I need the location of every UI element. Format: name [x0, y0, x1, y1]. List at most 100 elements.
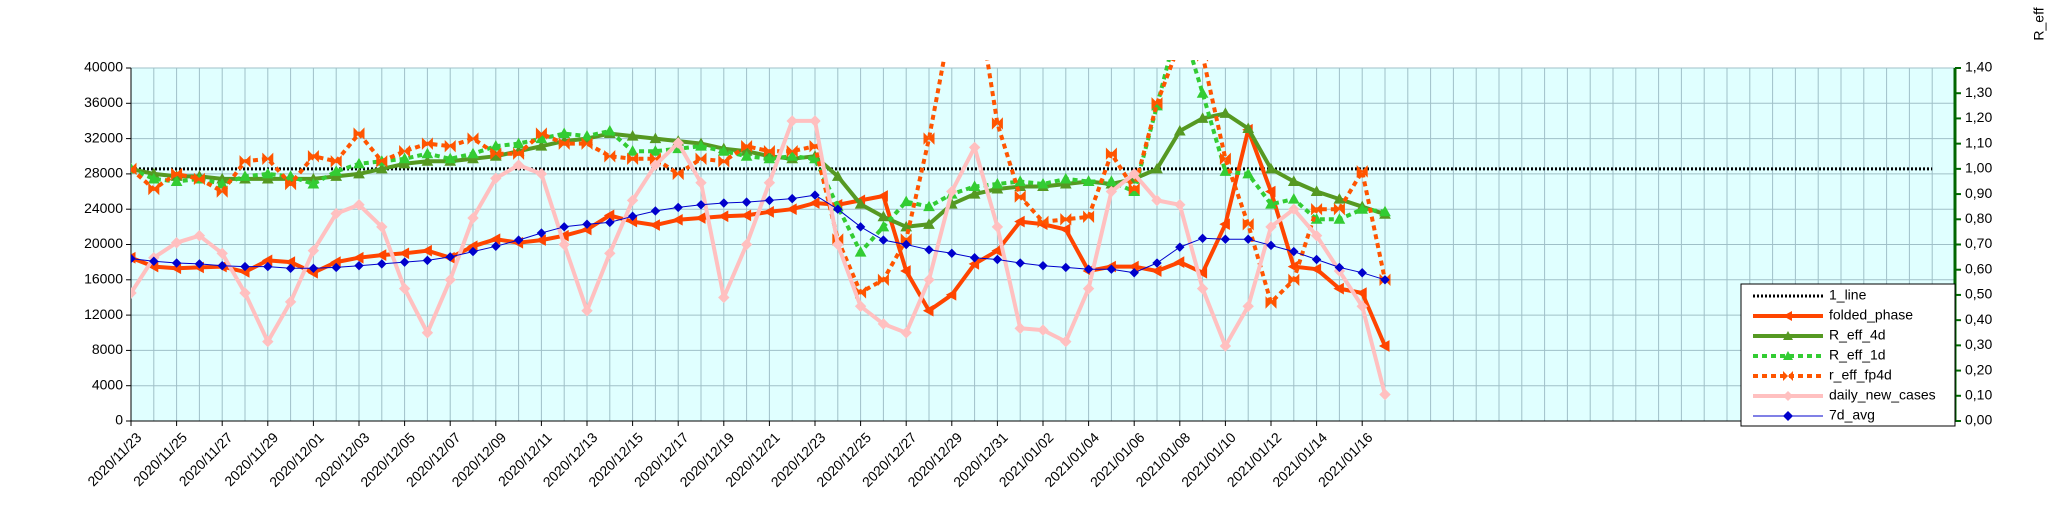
data-point — [399, 145, 411, 158]
data-point — [809, 152, 821, 164]
data-point — [582, 219, 592, 229]
legend-label: R_eff_4d — [1829, 327, 1886, 343]
data-point — [1059, 177, 1072, 189]
data-point — [786, 203, 797, 216]
data-point — [877, 210, 890, 222]
data-point — [558, 127, 571, 139]
data-point — [1174, 199, 1186, 211]
data-point — [740, 150, 753, 161]
data-point — [877, 273, 889, 287]
data-point — [1379, 388, 1391, 401]
data-point — [353, 127, 365, 140]
data-point — [216, 247, 228, 260]
data-point — [490, 172, 502, 185]
data-point — [1197, 60, 1209, 62]
data-point — [1288, 203, 1300, 215]
data-point — [604, 247, 616, 260]
y2-tick-label: 1,40 — [1965, 59, 1992, 75]
data-point — [398, 157, 411, 169]
data-point — [535, 140, 548, 151]
data-point — [1105, 185, 1118, 198]
data-point — [131, 253, 136, 264]
data-point — [649, 219, 660, 231]
data-point — [284, 296, 297, 308]
data-point — [855, 222, 866, 232]
data-point — [695, 140, 707, 151]
data-point — [1150, 265, 1162, 277]
data-point — [307, 150, 319, 163]
data-point — [923, 274, 935, 286]
data-point — [1264, 185, 1276, 198]
y2-tick-label: 1,20 — [1965, 109, 1992, 125]
data-point — [377, 259, 387, 269]
data-point — [421, 244, 432, 257]
data-point — [444, 274, 456, 286]
data-point — [1014, 175, 1027, 186]
data-point — [740, 238, 753, 251]
data-point — [1333, 213, 1346, 224]
data-point — [786, 150, 799, 161]
data-point — [1266, 240, 1276, 251]
data-point — [1380, 275, 1390, 285]
data-point — [398, 152, 411, 164]
data-point — [603, 125, 616, 136]
y2-tick-label: 0,10 — [1965, 386, 1992, 402]
data-point — [375, 249, 387, 261]
y-tick-label: 12000 — [84, 306, 123, 322]
data-point — [1037, 215, 1049, 229]
data-point — [1311, 202, 1323, 216]
data-point — [1060, 335, 1072, 348]
data-point — [854, 300, 867, 312]
data-point — [650, 206, 661, 216]
data-point — [1219, 152, 1231, 165]
data-point — [1196, 266, 1208, 279]
data-point — [489, 140, 502, 151]
data-point — [330, 207, 342, 220]
data-point — [718, 291, 730, 304]
y2-tick-label: 0,30 — [1965, 336, 1992, 352]
data-point — [1105, 175, 1118, 186]
data-point — [717, 145, 730, 156]
data-point — [467, 152, 479, 164]
data-point — [672, 167, 684, 181]
data-point — [1287, 193, 1300, 204]
data-point — [171, 258, 182, 268]
y-tick-label: 20000 — [84, 235, 123, 251]
data-point — [969, 253, 980, 263]
data-point — [536, 228, 547, 238]
data-point — [695, 152, 707, 165]
data-point — [307, 244, 320, 257]
data-point — [1128, 182, 1140, 196]
data-point — [193, 172, 205, 186]
data-point — [1015, 258, 1025, 268]
data-point — [307, 177, 320, 189]
data-point — [353, 157, 365, 169]
data-point — [376, 221, 388, 233]
y-tick-label: 24000 — [84, 200, 123, 216]
data-point — [354, 260, 364, 271]
data-point — [535, 127, 547, 140]
y2-tick-label: 1,30 — [1965, 84, 1992, 100]
y2-tick-label: 1,10 — [1965, 134, 1992, 150]
data-point — [512, 137, 525, 149]
y2-tick-label: 0,70 — [1965, 235, 1992, 251]
data-point — [1219, 107, 1232, 118]
data-point — [808, 197, 820, 209]
data-point — [1265, 198, 1277, 209]
data-point — [1334, 262, 1345, 273]
data-point — [741, 139, 753, 153]
data-point — [467, 132, 479, 145]
data-point — [991, 182, 1004, 194]
data-point — [1173, 125, 1186, 136]
data-point — [831, 170, 844, 181]
data-point — [695, 177, 707, 189]
data-point — [1220, 234, 1231, 244]
data-point — [900, 233, 912, 246]
data-point — [718, 155, 730, 168]
data-point — [131, 287, 137, 299]
data-point — [672, 213, 683, 226]
data-point — [1061, 262, 1071, 273]
data-point — [900, 195, 913, 207]
data-point — [1310, 263, 1322, 276]
data-point — [1310, 229, 1323, 242]
